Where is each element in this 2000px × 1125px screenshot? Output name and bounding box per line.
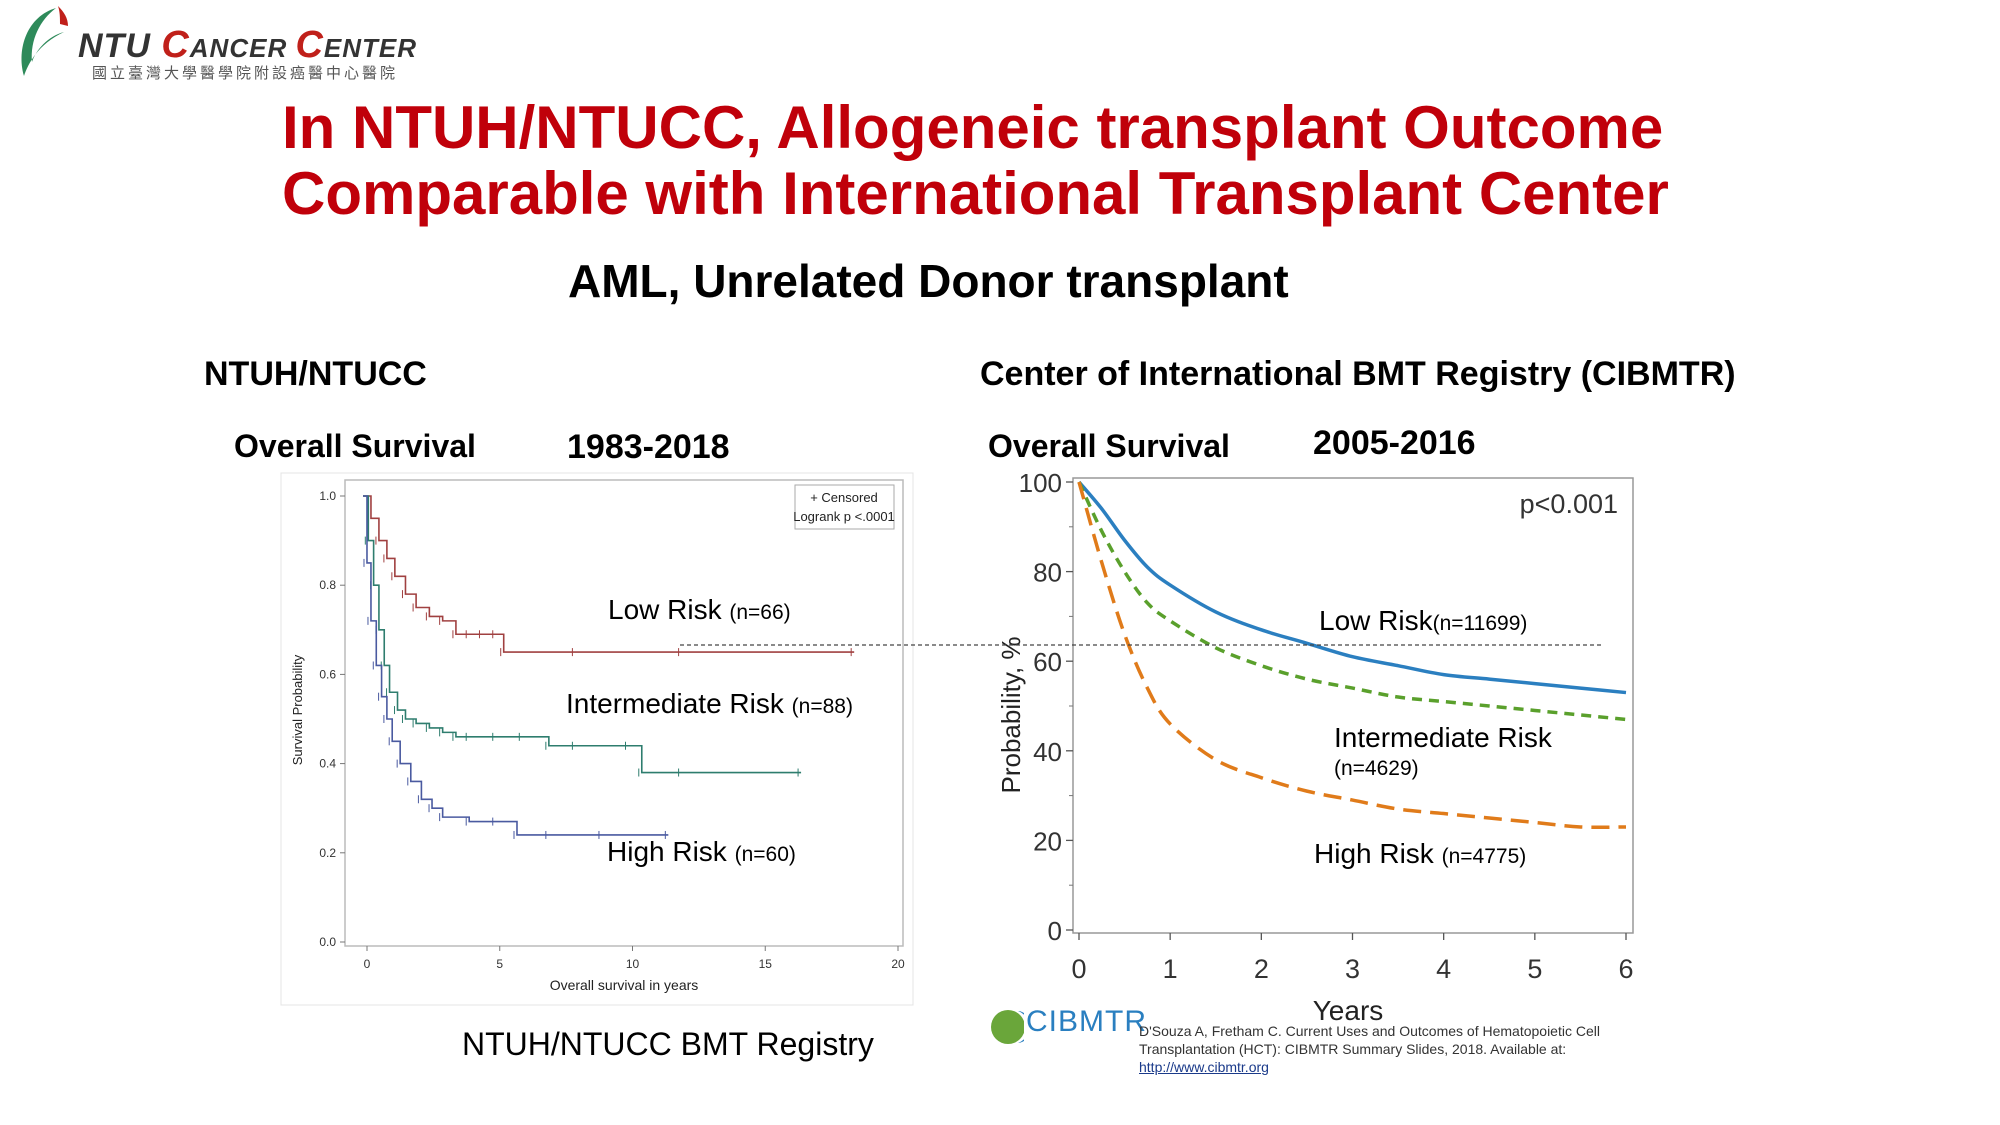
left-x-axis-label: Overall survival in years (550, 977, 699, 993)
left-x-tick-label: 20 (891, 957, 905, 971)
right-os-label: Overall Survival (988, 428, 1230, 464)
left-y-tick-label: 0.0 (319, 935, 336, 949)
left-series-low-risk (363, 495, 855, 653)
left-y-tick-label: 0.2 (319, 846, 336, 860)
right-period: 2005-2016 (1313, 424, 1476, 462)
reference-dashed-line (680, 644, 1602, 646)
right-y-tick-label: 80 (1033, 558, 1062, 588)
right-y-axis-label: Probability, % (996, 636, 1026, 793)
right-series-low-risk (1077, 480, 1627, 695)
right-series-intermediate-risk (1077, 481, 1627, 722)
cibmtr-logo-icon (991, 1010, 1024, 1044)
left-legend-box (794, 484, 895, 530)
right-x-tick-label: 6 (1618, 954, 1633, 984)
right-x-tick-label: 0 (1071, 954, 1086, 984)
left-y-tick-label: 0.4 (319, 757, 336, 771)
logo: NTU CANCER CENTER 國立臺灣大學醫學院附設癌醫中心醫院 (14, 4, 454, 84)
left-chart-frame (280, 472, 914, 1006)
left-x-tick-label: 0 (364, 957, 371, 971)
cibmtr-logo: CIBMTR (988, 1003, 1146, 1055)
left-registry-label: NTUH/NTUCC BMT Registry (462, 1026, 874, 1062)
logo-name: NTU CANCER CENTER (78, 24, 418, 66)
left-heading: NTUH/NTUCC (204, 355, 427, 393)
left-series-high-risk (363, 495, 669, 836)
right-heading: Center of International BMT Registry (CI… (980, 355, 1736, 393)
right-x-axis-label: Years (1313, 995, 1384, 1026)
right-x-tick-label: 5 (1527, 954, 1542, 984)
slide-subtitle: AML, Unrelated Donor transplant (568, 255, 1289, 307)
right-label-intermediate-n: (n=4629) (1334, 757, 1419, 780)
right-y-tick-label: 20 (1033, 826, 1062, 856)
right-x-tick-label: 2 (1254, 954, 1269, 984)
left-y-axis-label: Survival Probability (290, 654, 305, 765)
left-y-tick-label: 0.8 (319, 578, 336, 592)
right-label-intermediate-risk: Intermediate Risk (1334, 722, 1552, 753)
right-x-tick-label: 3 (1345, 954, 1360, 984)
right-y-tick-label: 100 (1019, 470, 1062, 498)
citation-link[interactable]: http://www.cibmtr.org (1139, 1059, 1269, 1075)
slide-title-line1: In NTUH/NTUCC, Allogeneic transplant Out… (282, 94, 1664, 161)
left-os-label: Overall Survival (234, 428, 476, 464)
left-y-tick-label: 0.6 (319, 667, 336, 681)
left-label-intermediate-risk: Intermediate Risk (n=88) (566, 688, 853, 719)
left-x-tick-label: 15 (759, 957, 773, 971)
right-series-high-risk (1077, 481, 1627, 830)
left-period: 1983-2018 (567, 428, 730, 466)
citation: D'Souza A, Fretham C. Current Uses and O… (1139, 1023, 1600, 1075)
right-x-tick-label: 1 (1163, 954, 1178, 984)
right-survival-chart: 0 20 40 60 80 100 0 1 2 3 4 5 6 Probability, % Year… (996, 470, 1634, 1026)
left-label-high-risk: High Risk (n=60) (607, 836, 796, 867)
right-label-low-risk: Low Risk(n=11699) (1319, 605, 1528, 636)
left-x-tick-label: 10 (626, 957, 640, 971)
right-y-tick-label: 40 (1033, 737, 1062, 767)
left-survival-chart: 0.0 0.2 0.4 0.6 0.8 1.0 0 5 10 15 20 Survival Pro… (280, 472, 914, 1006)
right-y-tick-label: 60 (1033, 647, 1062, 677)
left-legend-censored: + Censored (810, 490, 878, 505)
cibmtr-logo-text: CIBMTR (1026, 1005, 1147, 1038)
right-x-tick-label: 4 (1436, 954, 1451, 984)
left-label-low-risk: Low Risk (n=66) (608, 594, 791, 625)
logo-swoosh-icon (21, 6, 68, 76)
right-label-high-risk: High Risk (n=4775) (1314, 838, 1527, 869)
right-pvalue: p<0.001 (1520, 489, 1618, 519)
left-plot-frame (344, 479, 904, 947)
logo-subtitle: 國立臺灣大學醫學院附設癌醫中心醫院 (92, 64, 399, 82)
slide-title-line2: Comparable with International Transplant… (282, 160, 1669, 227)
left-series-intermediate-risk (363, 495, 802, 774)
left-legend-logrank: Logrank p <.0001 (793, 509, 895, 524)
right-y-tick-label: 0 (1048, 916, 1062, 946)
left-x-tick-label: 5 (496, 957, 503, 971)
left-y-tick-label: 1.0 (319, 489, 336, 503)
